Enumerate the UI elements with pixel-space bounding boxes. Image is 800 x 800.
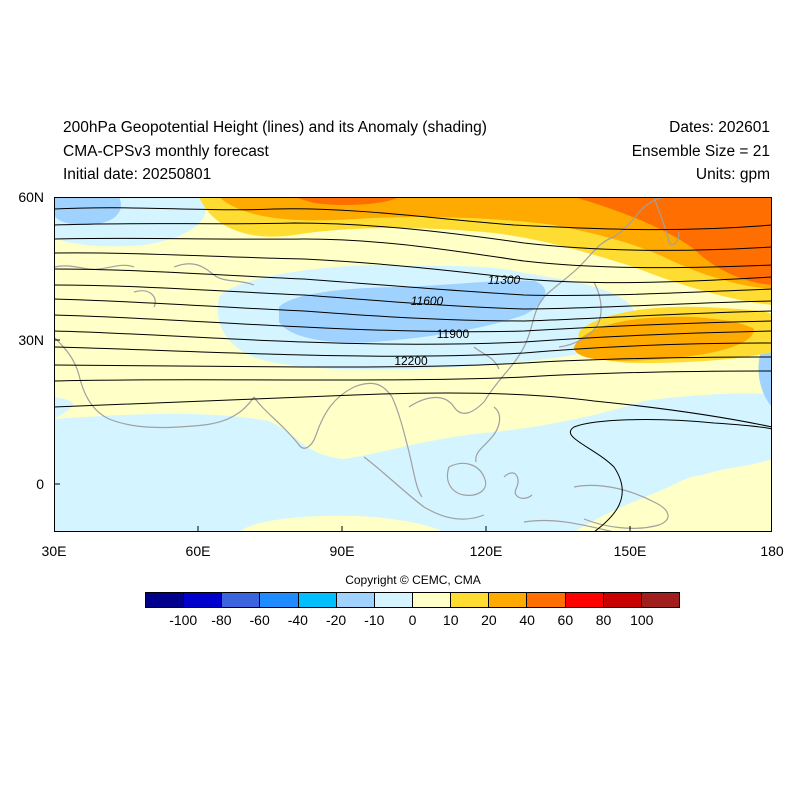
lat-tick-60n: 60N bbox=[18, 189, 44, 205]
colorbar-swatch bbox=[298, 593, 337, 607]
shade-sw-negative bbox=[54, 397, 73, 419]
coast-new-guinea bbox=[573, 484, 669, 529]
colorbar-swatch bbox=[412, 593, 452, 607]
colorbar-label: -20 bbox=[325, 612, 347, 628]
axis-ticks bbox=[54, 197, 631, 532]
shade-north-40-east bbox=[574, 197, 772, 285]
figure-title: 200hPa Geopotential Height (lines) and i… bbox=[63, 119, 487, 136]
coast-sakhalin bbox=[653, 197, 680, 246]
lat-tick-30n: 30N bbox=[18, 332, 44, 348]
colorbar-swatch bbox=[641, 593, 679, 607]
colorbar-swatch bbox=[184, 593, 223, 607]
colorbar-swatch bbox=[260, 593, 299, 607]
contour-line bbox=[54, 237, 772, 269]
colorbar-label: 100 bbox=[630, 612, 654, 628]
coast-borneo bbox=[446, 462, 487, 496]
coast-black-sea bbox=[133, 290, 156, 308]
colorbar-label: 20 bbox=[481, 612, 497, 628]
coastlines bbox=[54, 197, 680, 532]
colorbar-label: 60 bbox=[557, 612, 574, 628]
height-contours bbox=[54, 207, 772, 532]
coast-arabia bbox=[54, 336, 255, 429]
shade-south-positive bbox=[239, 515, 444, 532]
shade-japan-20 bbox=[574, 316, 754, 361]
colorbar-label: -80 bbox=[211, 612, 232, 628]
shade-nw-core bbox=[54, 197, 121, 225]
contour-label-11300: 11300 bbox=[488, 273, 521, 287]
contour-line bbox=[54, 356, 772, 368]
coast-caspian bbox=[173, 263, 255, 286]
coast-gulf bbox=[473, 346, 500, 370]
lat-tick-0: 0 bbox=[36, 476, 44, 492]
colorbar-label: -60 bbox=[249, 612, 270, 628]
colorbar-label: 0 bbox=[408, 612, 417, 628]
contour-line bbox=[54, 392, 772, 428]
coast-japan bbox=[558, 281, 602, 348]
shade-north-20 bbox=[219, 197, 772, 289]
units: Units: gpm bbox=[695, 166, 770, 183]
colorbar-swatch bbox=[603, 593, 642, 607]
coast-northeast-asia bbox=[613, 197, 670, 238]
ensemble-size: Ensemble Size = 21 bbox=[631, 143, 770, 160]
contour-label-11600: 11600 bbox=[411, 294, 444, 308]
coast-sumatra-java bbox=[363, 456, 485, 520]
contour-line bbox=[54, 330, 772, 345]
colorbar-swatch bbox=[489, 593, 528, 607]
contour-label-12200: 12200 bbox=[394, 354, 428, 368]
coast-east-asia bbox=[408, 236, 615, 414]
contour-label-11900: 11900 bbox=[437, 327, 470, 341]
colorbar-label: 80 bbox=[595, 612, 612, 628]
lon-tick-120e: 120E bbox=[469, 543, 503, 559]
model-name: CMA-CPSv3 monthly forecast bbox=[63, 143, 269, 160]
shade-south-negative bbox=[54, 393, 772, 532]
contour-line bbox=[569, 419, 772, 532]
forecast-dates: Dates: 202601 bbox=[669, 119, 770, 136]
colorbar-label: 10 bbox=[442, 612, 459, 628]
lon-tick-60e: 60E bbox=[185, 543, 211, 559]
colorbar-swatch bbox=[565, 593, 604, 607]
contour-line bbox=[54, 370, 772, 382]
coast-philippines bbox=[475, 406, 501, 463]
contour-line bbox=[54, 252, 772, 284]
coast-malay bbox=[391, 396, 423, 498]
shade-east-negative bbox=[758, 337, 772, 407]
colorbar-swatch bbox=[374, 593, 413, 607]
contour-line bbox=[54, 314, 772, 333]
coast-india bbox=[253, 382, 393, 449]
colorbar-label: -10 bbox=[364, 612, 385, 628]
colorbar-label: 40 bbox=[519, 612, 535, 628]
lon-tick-180: 180 bbox=[760, 543, 784, 559]
coast-sulawesi bbox=[503, 472, 533, 499]
colorbar-swatch bbox=[527, 593, 566, 607]
contour-line bbox=[54, 268, 772, 297]
initial-date: Initial date: 20250801 bbox=[63, 166, 212, 183]
lon-tick-30e: 30E bbox=[41, 543, 67, 559]
lon-tick-150e: 150E bbox=[613, 543, 647, 559]
colorbar-swatch bbox=[336, 593, 375, 607]
forecast-map: 11300 11600 11900 12200 bbox=[54, 197, 772, 532]
colorbar-label: -40 bbox=[287, 612, 308, 628]
coast-australia-north bbox=[523, 519, 615, 532]
copyright-text: Copyright © CEMC, CMA bbox=[345, 573, 481, 587]
lon-tick-90e: 90E bbox=[329, 543, 355, 559]
map-frame bbox=[54, 197, 772, 532]
colorbar-swatch bbox=[451, 593, 490, 607]
colorbar bbox=[145, 592, 680, 608]
contour-line bbox=[54, 342, 772, 357]
shade-north-40-west bbox=[294, 197, 399, 205]
contour-line bbox=[54, 284, 772, 310]
contour-line bbox=[54, 222, 772, 251]
contour-line bbox=[54, 298, 772, 322]
colorbar-label: -100 bbox=[169, 612, 198, 628]
coast-europe bbox=[54, 264, 135, 270]
colorbar-swatch bbox=[146, 593, 185, 607]
anomaly-shading bbox=[54, 197, 772, 532]
shade-se-positive bbox=[574, 475, 772, 532]
contour-label-group: 11300 11600 11900 12200 bbox=[394, 273, 521, 368]
colorbar-swatch bbox=[222, 593, 261, 607]
shade-trough-core bbox=[279, 280, 546, 343]
contour-line bbox=[54, 207, 772, 231]
